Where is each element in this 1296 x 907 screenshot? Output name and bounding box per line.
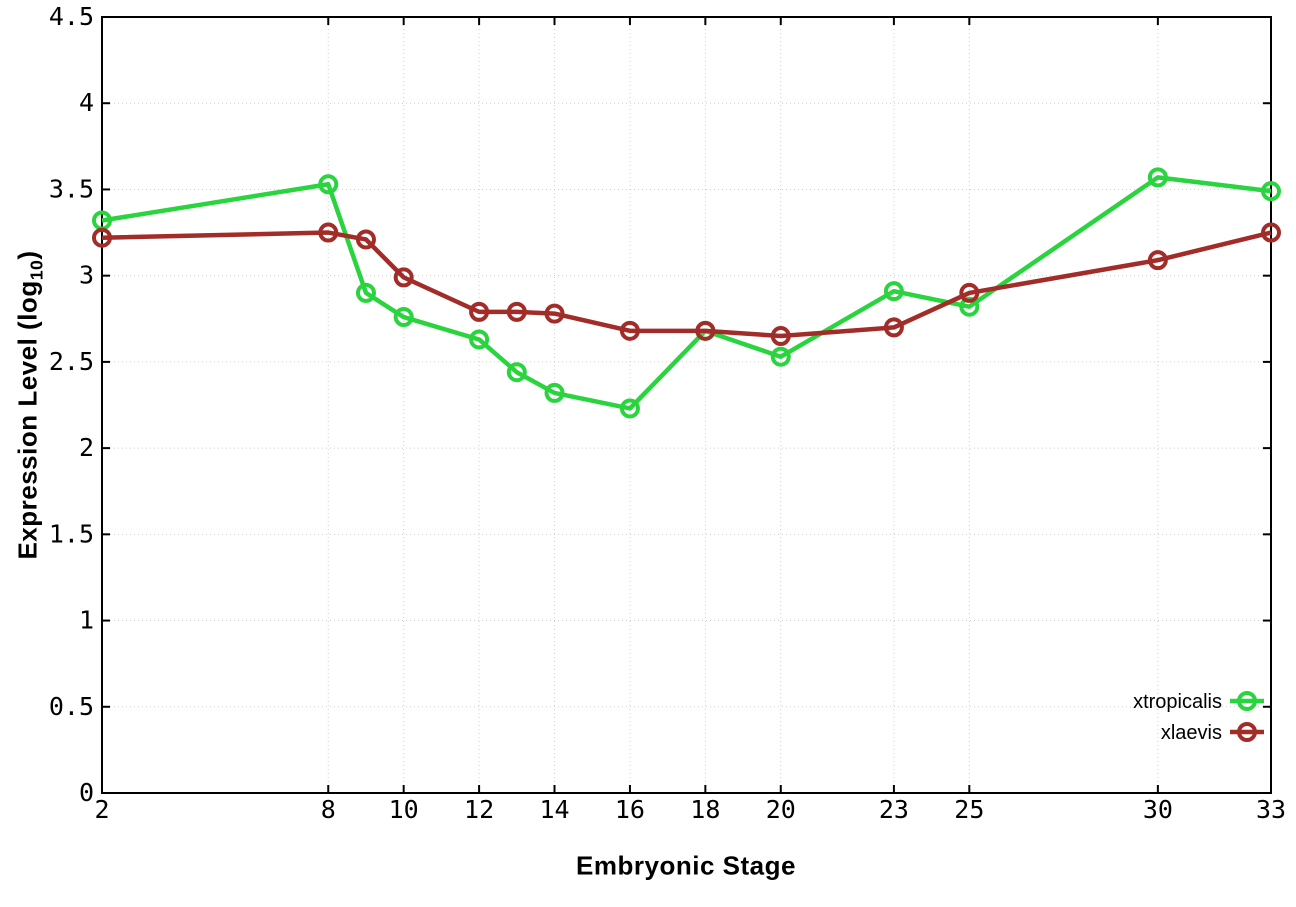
y-axis-title-subscript: 10 — [26, 259, 47, 281]
data-point-xlaevis-stage-14 — [544, 303, 565, 324]
data-point-xlaevis-stage-18 — [695, 320, 716, 341]
y-tick-label: 2 — [79, 433, 94, 462]
data-point-xlaevis-stage-12 — [469, 301, 490, 322]
y-tick-label: 0 — [79, 778, 94, 807]
y-tick-label: 3.5 — [49, 174, 94, 203]
data-point-xtropicalis-stage-16 — [619, 398, 640, 419]
data-point-xlaevis-stage-2 — [92, 227, 112, 248]
x-tick-label: 30 — [1143, 795, 1173, 824]
data-point-xlaevis-stage-20 — [770, 326, 791, 347]
y-tick-label: 4.5 — [49, 2, 94, 31]
gridlines — [102, 17, 1271, 793]
plot-border — [101, 16, 1272, 794]
legend-sample-marker-xlaevis — [1237, 722, 1257, 742]
series-xlaevis — [92, 222, 1281, 347]
x-tick-label: 25 — [954, 795, 984, 824]
series-line-xlaevis — [101, 230, 1272, 339]
data-point-xlaevis-stage-25 — [959, 282, 980, 303]
x-tick-label: 18 — [690, 795, 720, 824]
data-point-xtropicalis-stage-13 — [506, 362, 527, 383]
x-tick-label: 20 — [766, 795, 796, 824]
x-tick-label: 2 — [94, 795, 109, 824]
data-point-xtropicalis-stage-23 — [883, 281, 904, 302]
data-point-xtropicalis-stage-8 — [318, 174, 339, 195]
x-axis-title: Embryonic Stage — [576, 850, 796, 881]
y-tick-label: 4 — [79, 88, 94, 117]
y-axis-title-close: ) — [12, 250, 43, 260]
data-point-xtropicalis-stage-30 — [1147, 167, 1168, 188]
data-point-xlaevis-stage-23 — [883, 317, 904, 338]
x-tick-label: 14 — [539, 795, 569, 824]
data-point-xtropicalis-stage-10 — [393, 307, 414, 328]
data-point-xtropicalis-stage-9 — [355, 282, 376, 303]
tick-marks — [101, 16, 1272, 794]
y-tick-label: 0.5 — [49, 692, 94, 721]
data-point-xlaevis-stage-33 — [1261, 222, 1281, 243]
y-tick-label: 3 — [79, 261, 94, 290]
x-tick-labels: 2 8 10 12 14 16 18 20 23 25 30 33 — [94, 795, 1286, 824]
y-tick-labels: 0 0.5 1 1.5 2 2.5 3 3.5 4 4.5 — [49, 2, 94, 807]
data-point-xtropicalis-stage-25 — [959, 296, 980, 317]
data-point-xtropicalis-stage-33 — [1261, 181, 1281, 202]
data-point-xlaevis-stage-9 — [355, 229, 376, 250]
y-tick-label: 2.5 — [49, 347, 94, 376]
series-line-xtropicalis — [101, 175, 1272, 411]
data-point-xlaevis-stage-13 — [506, 301, 527, 322]
legend-sample-marker-xtropicalis — [1237, 691, 1257, 711]
x-tick-label: 16 — [615, 795, 645, 824]
x-tick-label: 10 — [389, 795, 419, 824]
y-tick-label: 1 — [79, 606, 94, 635]
y-axis-title-text: Expression Level (log — [12, 280, 43, 560]
legend-label-xtropicalis: xtropicalis — [1133, 691, 1222, 713]
legend-entry-xlaevis: xlaevis — [1161, 722, 1264, 744]
data-point-xlaevis-stage-8 — [318, 222, 339, 243]
series-xtropicalis — [92, 167, 1281, 419]
x-tick-label: 33 — [1256, 795, 1286, 824]
x-tick-label: 23 — [879, 795, 909, 824]
data-point-xlaevis-stage-16 — [619, 320, 640, 341]
x-tick-label: 8 — [321, 795, 336, 824]
x-tick-label: 12 — [464, 795, 494, 824]
y-axis-title: Expression Level (log10) — [12, 250, 47, 559]
legend-entry-xtropicalis: xtropicalis — [1133, 691, 1264, 713]
y-tick-label: 1.5 — [49, 519, 94, 548]
data-point-xtropicalis-stage-12 — [469, 329, 490, 350]
legend-label-xlaevis: xlaevis — [1161, 722, 1222, 744]
data-point-xlaevis-stage-30 — [1147, 250, 1168, 271]
data-point-xtropicalis-stage-20 — [770, 346, 791, 367]
legend: xtropicalis xlaevis — [1133, 691, 1264, 744]
data-point-xlaevis-stage-10 — [393, 267, 414, 288]
data-point-xtropicalis-stage-14 — [544, 382, 565, 403]
